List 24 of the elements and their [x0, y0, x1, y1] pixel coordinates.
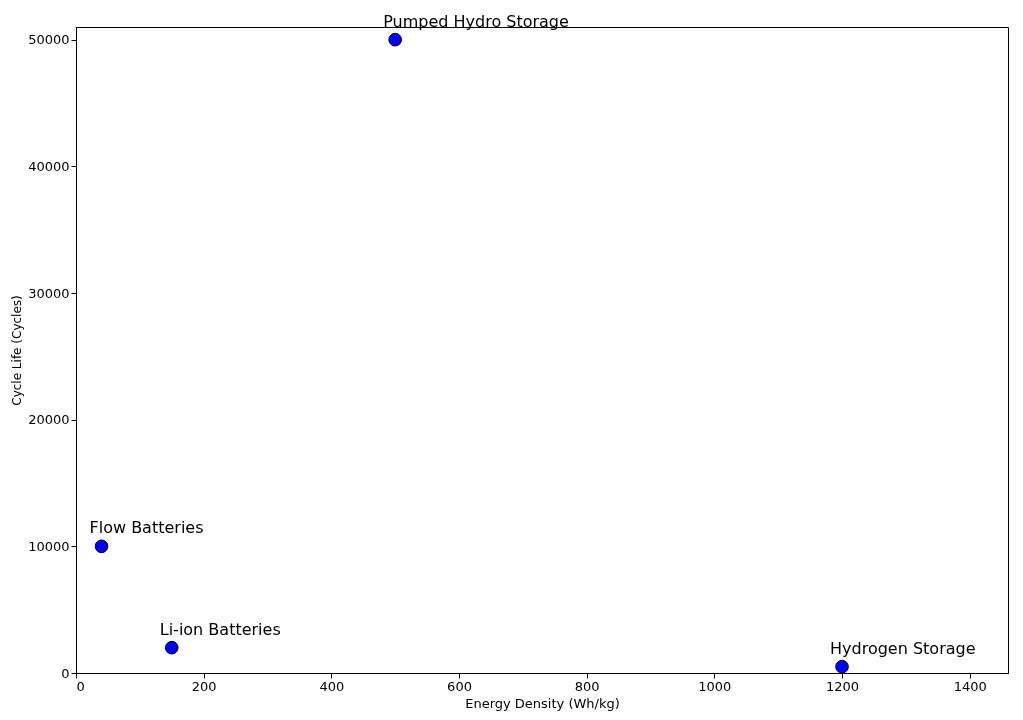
- x-tick-label: 1000: [698, 678, 732, 694]
- annotation: Flow Batteries: [89, 518, 204, 538]
- x-tick-label: 200: [191, 678, 217, 694]
- annotation: Li-ion Batteries: [159, 619, 281, 639]
- point: [164, 640, 179, 655]
- y-axis-title: Cycle Life (Cycles): [10, 295, 25, 406]
- x-tick-label: 1200: [825, 678, 860, 694]
- x-tick-label: 0: [76, 678, 85, 694]
- x-tick-label: 800: [574, 678, 600, 694]
- y-tick-label: 30000: [28, 285, 70, 301]
- annotation: Pumped Hydro Storage: [383, 11, 569, 31]
- point: [835, 659, 849, 674]
- point: [388, 32, 402, 47]
- x-tick-label: 600: [447, 678, 472, 694]
- x-tick-label: 400: [319, 678, 345, 694]
- y-tick-label: 0: [61, 665, 70, 681]
- y-tick-label: 40000: [28, 158, 70, 174]
- x-axis-title: Energy Density (Wh/kg): [465, 695, 620, 711]
- y-tick-label: 20000: [28, 412, 70, 428]
- x-tick-label: 1400: [953, 678, 987, 694]
- annotation: Hydrogen Storage: [830, 638, 976, 658]
- point: [94, 539, 109, 554]
- y-tick-label: 10000: [28, 538, 70, 554]
- y-tick-label: 50000: [28, 32, 70, 48]
